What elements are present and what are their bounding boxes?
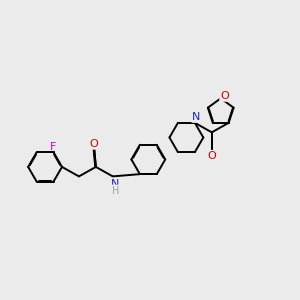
Text: O: O <box>220 91 229 100</box>
Text: N: N <box>192 112 201 122</box>
Text: F: F <box>50 142 57 152</box>
Text: H: H <box>112 186 119 196</box>
Text: O: O <box>207 151 216 161</box>
Text: N: N <box>111 179 120 189</box>
Text: O: O <box>90 139 98 148</box>
